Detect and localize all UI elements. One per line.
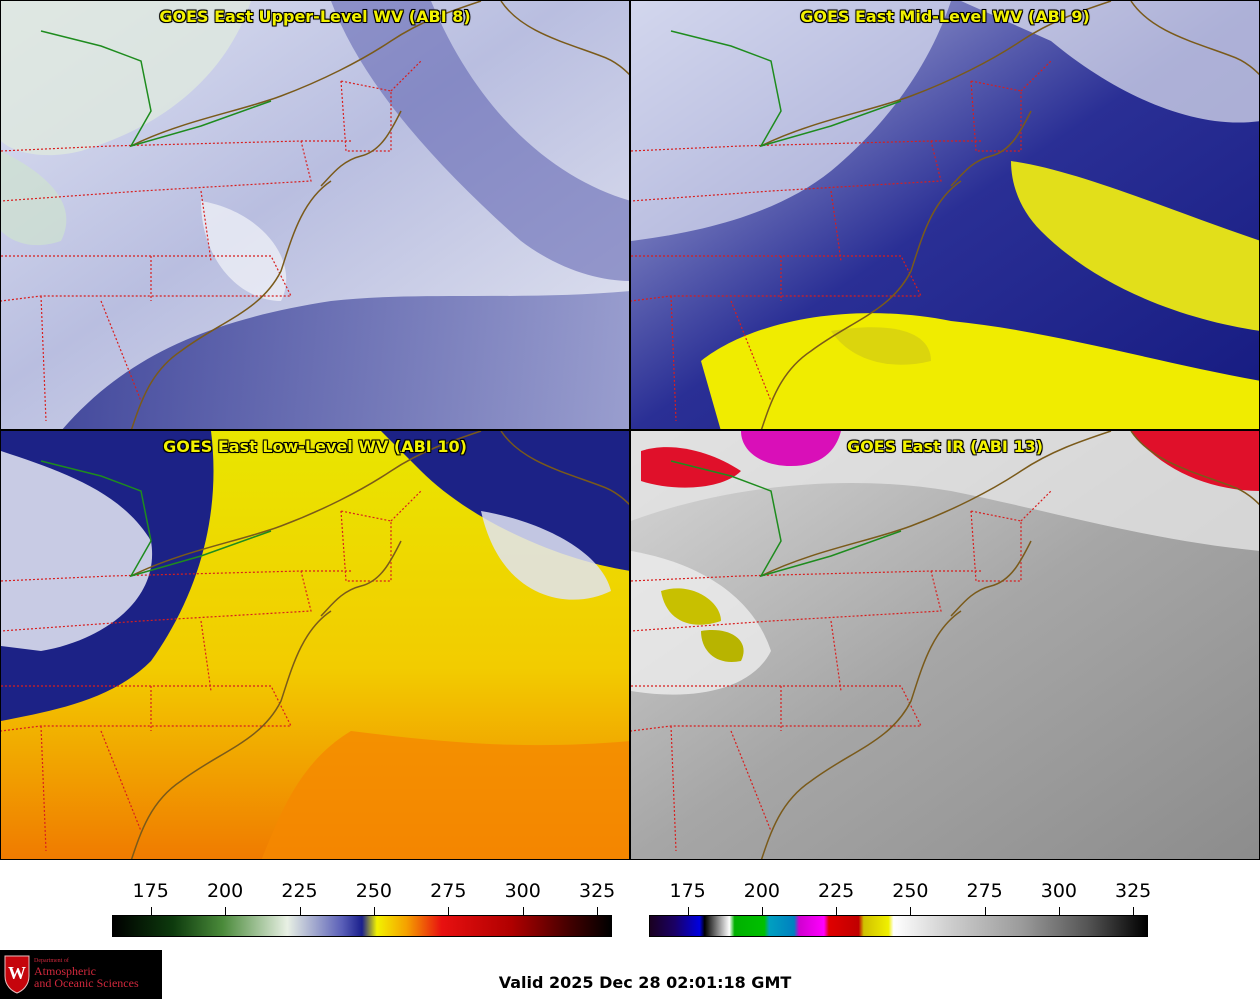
ir-tick-mark <box>984 907 986 915</box>
wv-colorbar-gradient <box>112 915 612 937</box>
uw-aos-logo: W Department of Atmospheric and Oceanic … <box>0 950 162 999</box>
wv-tick-mark <box>225 907 227 915</box>
wv-tick-label: 275 <box>430 880 467 902</box>
panel-title: GOES East Upper-Level WV (ABI 8) <box>159 7 471 26</box>
ir-tick-mark <box>687 907 689 915</box>
panel-low-level-wv: GOES East Low-Level WV (ABI 10) <box>0 430 630 860</box>
panel-infrared: GOES East IR (ABI 13) <box>630 430 1260 860</box>
wv-tick-mark <box>522 907 524 915</box>
panel-title: GOES East Mid-Level WV (ABI 9) <box>800 7 1090 26</box>
ir-tick-label: 325 <box>1115 880 1152 902</box>
ir-colorbar-gradient <box>649 915 1148 937</box>
ir-tick-mark <box>910 907 912 915</box>
wv-tick-label: 225 <box>281 880 318 902</box>
wv-colorbar: 175 200 225 250 275 300 325 <box>112 880 616 940</box>
wv-tick-mark <box>597 907 599 915</box>
infrared-image <box>631 431 1259 859</box>
uw-crest-icon: W <box>4 955 30 994</box>
wv-tick-label: 250 <box>355 880 393 902</box>
valid-time: Valid 2025 Dec 28 02:01:18 GMT <box>498 973 792 992</box>
upper-level-wv-image <box>1 1 629 429</box>
ir-tick-mark <box>1133 907 1135 915</box>
ir-colorbar: 175 200 225 250 275 300 325 <box>649 880 1152 940</box>
panel-title: GOES East Low-Level WV (ABI 10) <box>163 437 467 456</box>
ir-tick-label: 225 <box>817 880 855 902</box>
logo-line1: Atmospheric <box>34 964 96 978</box>
ir-tick-mark <box>761 907 763 915</box>
wv-tick-mark <box>150 907 152 915</box>
wv-tick-label: 300 <box>504 880 541 902</box>
logo-line2: and Oceanic Sciences <box>34 976 139 990</box>
ir-colorbar-ticks: 175 200 225 250 275 300 325 <box>649 880 1152 915</box>
wv-tick-label: 325 <box>578 880 616 902</box>
wv-tick-label: 175 <box>132 880 169 902</box>
ir-tick-label: 200 <box>743 880 780 902</box>
crest-letter: W <box>8 963 26 983</box>
panel-upper-level-wv: GOES East Upper-Level WV (ABI 8) <box>0 0 630 430</box>
wv-tick-mark <box>448 907 450 915</box>
ir-tick-label: 300 <box>1040 880 1078 902</box>
wv-tick-mark <box>299 907 301 915</box>
panel-title: GOES East IR (ABI 13) <box>846 437 1044 456</box>
ir-tick-label: 175 <box>669 880 706 902</box>
ir-tick-label: 275 <box>966 880 1003 902</box>
ir-tick-label: 250 <box>892 880 929 902</box>
low-level-wv-image <box>1 431 629 859</box>
wv-tick-mark <box>373 907 375 915</box>
logo-dept-line: Department of <box>34 958 69 964</box>
logo-text: Department of Atmospheric and Oceanic Sc… <box>34 958 139 989</box>
wv-colorbar-ticks: 175 200 225 250 275 300 325 <box>112 880 616 915</box>
wv-tick-label: 200 <box>206 880 244 902</box>
ir-tick-mark <box>1058 907 1060 915</box>
panel-mid-level-wv: GOES East Mid-Level WV (ABI 9) <box>630 0 1260 430</box>
ir-tick-mark <box>836 907 838 915</box>
mid-level-wv-image <box>631 1 1259 429</box>
